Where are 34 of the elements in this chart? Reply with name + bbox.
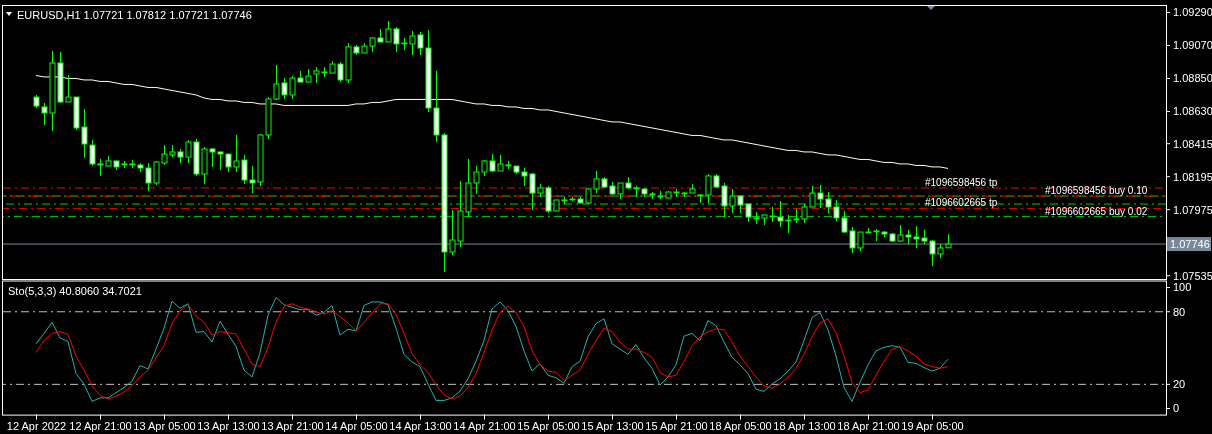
- x-tick-label: 18 Apr 13:00: [773, 419, 836, 432]
- y-tick-label: 1.07535: [1173, 269, 1212, 282]
- chart-title: Sto(5,3,3) 40.8060 34.7021: [8, 284, 142, 297]
- y-tick-label: 100: [1173, 281, 1192, 294]
- x-tick-label: 19 Apr 05:00: [901, 419, 964, 432]
- y-tick-label: 1.09290: [1173, 6, 1212, 19]
- y-tick-label: 1.08415: [1173, 137, 1212, 150]
- x-tick-label: 13 Apr 05:00: [133, 419, 196, 432]
- ref-line-label: #1096602665 buy 0.02: [1045, 205, 1148, 217]
- x-tick-label: 14 Apr 05:00: [325, 419, 388, 432]
- y-tick-label: 1.08195: [1173, 170, 1212, 183]
- x-tick-label: 12 Apr 21:00: [69, 419, 132, 432]
- x-tick-label: 15 Apr 13:00: [581, 419, 644, 432]
- x-tick-label: 18 Apr 21:00: [837, 419, 900, 432]
- y-tick-label: 0: [1173, 402, 1180, 415]
- ref-line-label: #1096598456 tp: [925, 176, 998, 188]
- y-tick-label: 20: [1173, 378, 1186, 391]
- y-tick-label: 1.07975: [1173, 203, 1212, 216]
- x-tick-label: 13 Apr 21:00: [261, 419, 324, 432]
- x-tick-label: 15 Apr 21:00: [645, 419, 708, 432]
- ref-line-label: #1096598456 buy 0.10: [1045, 185, 1148, 197]
- y-tick-label: 1.08850: [1173, 72, 1212, 85]
- x-tick-label: 12 Apr 2022: [6, 419, 67, 432]
- ref-line-label: 1.07746: [1170, 237, 1210, 250]
- x-tick-label: 13 Apr 13:00: [197, 419, 260, 432]
- y-tick-label: 1.09070: [1173, 39, 1212, 52]
- x-tick-label: 15 Apr 05:00: [517, 419, 580, 432]
- x-tick-label: 18 Apr 05:00: [709, 419, 772, 432]
- x-tick-label: 14 Apr 21:00: [453, 419, 516, 432]
- chart-title: EURUSD,H1 1.07721 1.07812 1.07721 1.07746: [17, 9, 252, 21]
- ref-line-label: #1096602665 tp: [925, 197, 998, 209]
- y-tick-label: 1.08630: [1173, 105, 1212, 118]
- y-tick-label: 80: [1173, 305, 1186, 318]
- x-tick-label: 14 Apr 13:00: [389, 419, 452, 432]
